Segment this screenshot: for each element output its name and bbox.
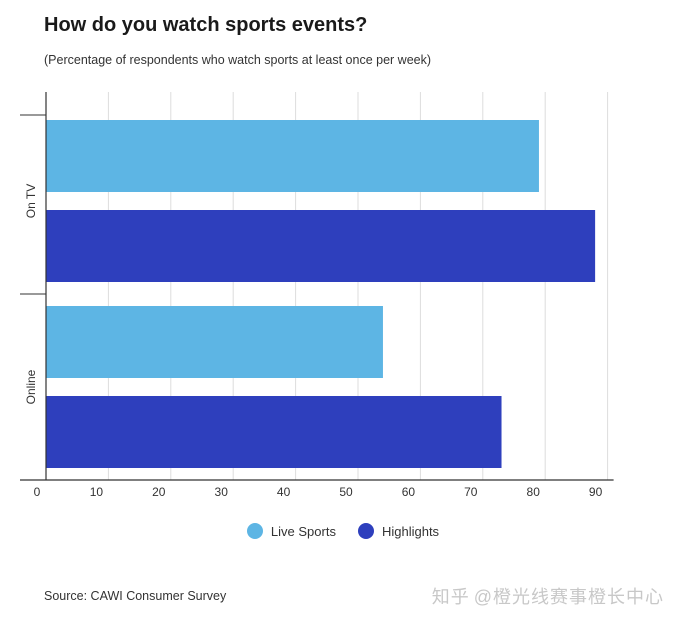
- bar-on-tv-live-sports: [46, 120, 539, 192]
- x-tick-label-0: 0: [34, 485, 41, 499]
- category-label-on-tv: On TV: [24, 184, 38, 218]
- axes: [20, 92, 614, 481]
- legend-swatch-highlights: [357, 523, 374, 539]
- x-tick-label-90: 90: [589, 485, 603, 499]
- bars: [46, 120, 596, 468]
- legend: Live Sports Highlights: [0, 523, 686, 539]
- watermark-handle: @橙光线赛事橙长中心: [473, 587, 664, 607]
- legend-label-highlights: Highlights: [381, 523, 440, 539]
- watermark: 知乎 @橙光线赛事橙长中心: [432, 583, 668, 609]
- legend-item-highlights[interactable]: Highlights: [357, 523, 440, 539]
- chart-title: How do you watch sports events?: [44, 14, 368, 36]
- bar-online-live-sports: [46, 306, 383, 378]
- tick-labels: On TV Online 0 10 20 30 40 50 60 70 80 90: [24, 184, 603, 499]
- legend-label-live-sports: Live Sports: [270, 523, 336, 539]
- legend-swatch-live-sports: [246, 523, 263, 539]
- bar-on-tv-highlights: [46, 210, 596, 282]
- bar-chart: On TV Online 0 10 20 30 40 50 60 70 80 90: [20, 92, 614, 499]
- x-tick-label-20: 20: [152, 485, 166, 499]
- category-label-online: Online: [24, 369, 38, 404]
- x-tick-label-70: 70: [464, 485, 478, 499]
- legend-item-live-sports[interactable]: Live Sports: [246, 523, 336, 539]
- bar-online-highlights: [46, 396, 502, 468]
- chart-subtitle: (Percentage of respondents who watch spo…: [44, 53, 432, 67]
- x-tick-label-80: 80: [527, 485, 541, 499]
- watermark-brand: 知乎: [431, 587, 470, 607]
- x-tick-label-50: 50: [339, 485, 353, 499]
- x-tick-label-10: 10: [90, 485, 104, 499]
- x-tick-label-40: 40: [277, 485, 291, 499]
- source-note: Source: CAWI Consumer Survey: [44, 589, 227, 603]
- x-tick-label-30: 30: [215, 485, 229, 499]
- x-tick-label-60: 60: [402, 485, 416, 499]
